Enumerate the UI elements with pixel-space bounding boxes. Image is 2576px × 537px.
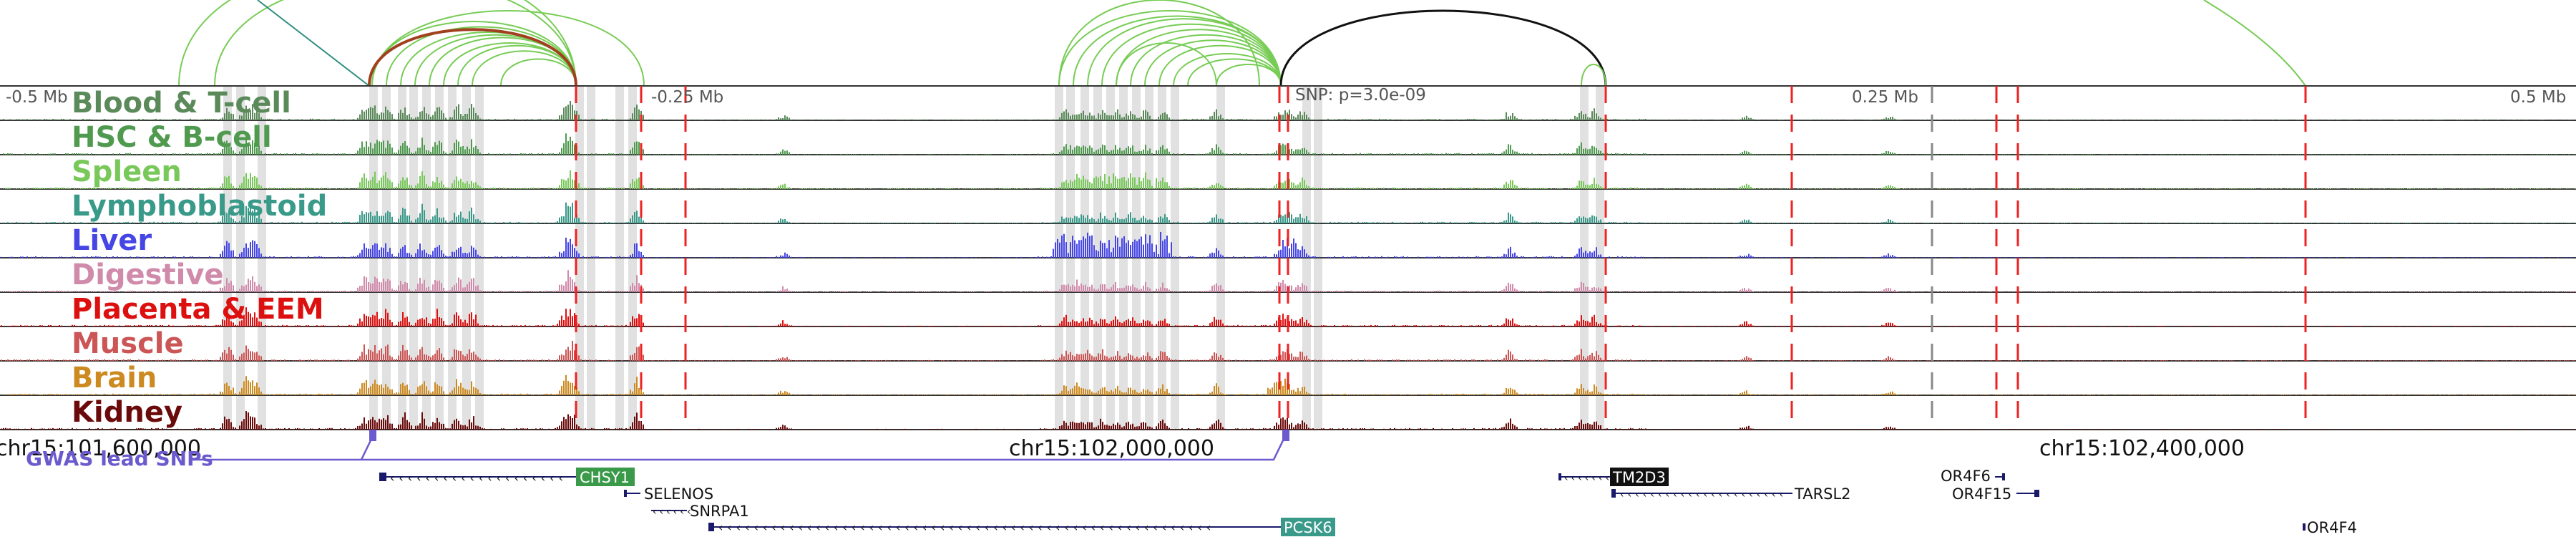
track-labels: Blood & T-cell HSC & B-cell Spleen Lymph… <box>72 87 327 429</box>
track-label-kidney: Kidney <box>72 396 182 429</box>
gene-label: OR4F4 <box>2307 519 2357 536</box>
gene-label: SNRPA1 <box>690 503 749 520</box>
gene-exon <box>624 490 627 497</box>
loop-arc <box>1173 53 1282 87</box>
gene-label: CHSY1 <box>580 469 630 486</box>
scale-label-plus-0-25: 0.25 Mb <box>1852 88 1918 107</box>
gene-strand-arrows: ‹‹‹‹‹‹‹‹‹‹‹‹‹‹‹‹‹‹‹‹‹‹ <box>1620 489 1787 500</box>
gene-selenos[interactable]: SELENOS <box>624 485 713 503</box>
loop-arc <box>368 28 577 87</box>
gene-exon <box>2034 490 2039 497</box>
track-label-liver: Liver <box>72 224 152 257</box>
track-label-blood: Blood & T-cell <box>72 87 291 120</box>
loop-arc <box>1581 64 1606 87</box>
gwas-track: GWAS lead SNPs <box>26 430 1289 470</box>
track-label-hsc: HSC & B-cell <box>72 121 272 154</box>
loop-arc <box>257 0 370 87</box>
loop-arc <box>178 0 577 87</box>
loop-arcs <box>178 0 2306 87</box>
track-3 <box>0 202 2576 224</box>
gene-label-box <box>1281 518 1335 536</box>
loop-arc <box>214 0 577 87</box>
track-signal <box>1 133 2576 155</box>
gene-chsy1[interactable]: ‹‹‹‹‹‹‹‹‹‹‹‹‹‹‹‹‹‹‹‹ CHSY1 <box>379 468 635 486</box>
track-signal <box>1 341 2576 361</box>
loop-arc <box>1101 23 1282 87</box>
track-signal <box>1 170 2576 189</box>
track-signal <box>1 232 2576 258</box>
gene-pcsk6[interactable]: ‹‹‹‹‹‹‹‹‹‹‹‹‹‹‹‹‹‹‹‹‹‹‹‹‹‹‹‹‹‹‹‹‹‹‹‹‹‹‹‹… <box>708 518 1335 536</box>
position-markers <box>575 86 2307 430</box>
gene-label: SELENOS <box>644 485 713 503</box>
track-signal <box>1 374 2576 395</box>
gene-exon <box>2002 473 2005 480</box>
loop-arc <box>1216 64 1282 87</box>
loop-arc <box>1058 10 1282 87</box>
gene-label: PCSK6 <box>1284 519 1332 536</box>
gene-label: OR4F6 <box>1941 468 1991 485</box>
gene-exon <box>1558 473 1561 480</box>
track-signal <box>1 307 2574 326</box>
loop-arc <box>472 50 577 87</box>
gene-or4f4[interactable]: OR4F4 <box>2303 519 2357 536</box>
coordinate-label-1: chr15:101,600,000 <box>0 436 201 461</box>
highlight-bands <box>223 86 1604 430</box>
gene-label-box <box>576 468 635 486</box>
gwas-snp-marker-1[interactable] <box>369 430 376 441</box>
gene-label-box <box>1610 468 1669 486</box>
gene-tm2d3[interactable]: ‹‹‹‹‹‹‹ TM2D3 <box>1558 468 1669 486</box>
gene-exon <box>2303 523 2306 531</box>
loop-arc <box>1116 42 1217 87</box>
gwas-connector-1 <box>193 434 375 461</box>
loop-arc <box>1073 15 1282 87</box>
loop-arc <box>371 10 645 87</box>
track-signal <box>3 101 2576 120</box>
loop-arc <box>2203 0 2306 87</box>
snp-label: SNP: p=3.0e-09 <box>1295 86 1426 105</box>
loop-arc <box>1058 0 1260 87</box>
track-label-placenta: Placenta & EEM <box>72 293 324 326</box>
gene-strand-arrows: ‹‹‹‹‹‹‹ <box>1564 473 1612 484</box>
gene-snrpa1[interactable]: ‹‹‹‹‹‹ SNRPA1 <box>651 503 749 520</box>
loop-arc <box>500 58 577 87</box>
gene-exon <box>379 473 386 481</box>
gene-strand-arrows: ‹‹‹‹‹‹‹‹‹‹‹‹‹‹‹‹‹‹‹‹ <box>390 471 567 485</box>
gene-track: ‹‹‹‹‹‹‹‹‹‹‹‹‹‹‹‹‹‹‹‹ CHSY1 SELENOS ‹‹‹‹‹… <box>379 468 2357 536</box>
gene-or4f15[interactable]: OR4F15 <box>1952 485 2039 503</box>
track-label-lymphoblastoid: Lymphoblastoid <box>72 190 327 223</box>
coordinate-label-3: chr15:102,400,000 <box>2039 436 2245 461</box>
gene-tarsl2[interactable]: ‹‹‹‹‹‹‹‹‹‹‹‹‹‹‹‹‹‹‹‹‹‹ TARSL2 <box>1611 485 1851 503</box>
scale-label-minus-0-25: -0.25 Mb <box>651 88 723 107</box>
track-label-brain: Brain <box>72 362 157 395</box>
loop-arc <box>1158 44 1282 87</box>
gene-or4f6[interactable]: OR4F6 <box>1941 468 2005 485</box>
gene-strand-arrows: ‹‹‹‹‹‹‹‹‹‹‹‹‹‹‹‹‹‹‹‹‹‹‹‹‹‹‹‹‹‹‹‹‹‹‹‹‹‹‹‹… <box>718 521 1215 534</box>
gene-strand-arrows: ‹‹‹‹‹‹ <box>653 506 694 518</box>
gene-label: TM2D3 <box>1612 469 1666 486</box>
scale-label-minus-0-5: -0.5 Mb <box>6 88 68 107</box>
gwas-connector-2 <box>361 434 1287 461</box>
track-8 <box>0 374 2576 396</box>
loop-arc <box>1279 9 1607 87</box>
gwas-label: GWAS lead SNPs <box>26 447 213 470</box>
track-signal <box>1 202 2576 223</box>
track-label-muscle: Muscle <box>72 327 184 360</box>
track-signal <box>1 270 2576 292</box>
gene-label: OR4F15 <box>1952 485 2011 503</box>
gene-exon <box>1611 489 1616 498</box>
coordinate-label-2: chr15:102,000,000 <box>1009 436 1214 461</box>
scale-label-plus-0-5: 0.5 Mb <box>2510 88 2566 107</box>
track-label-digestive: Digestive <box>72 258 224 291</box>
track-signal <box>1 411 2576 430</box>
gene-exon <box>708 523 714 531</box>
gwas-snp-marker-2[interactable] <box>1282 430 1289 441</box>
track-label-spleen: Spleen <box>72 155 182 188</box>
gene-label: TARSL2 <box>1794 485 1851 503</box>
